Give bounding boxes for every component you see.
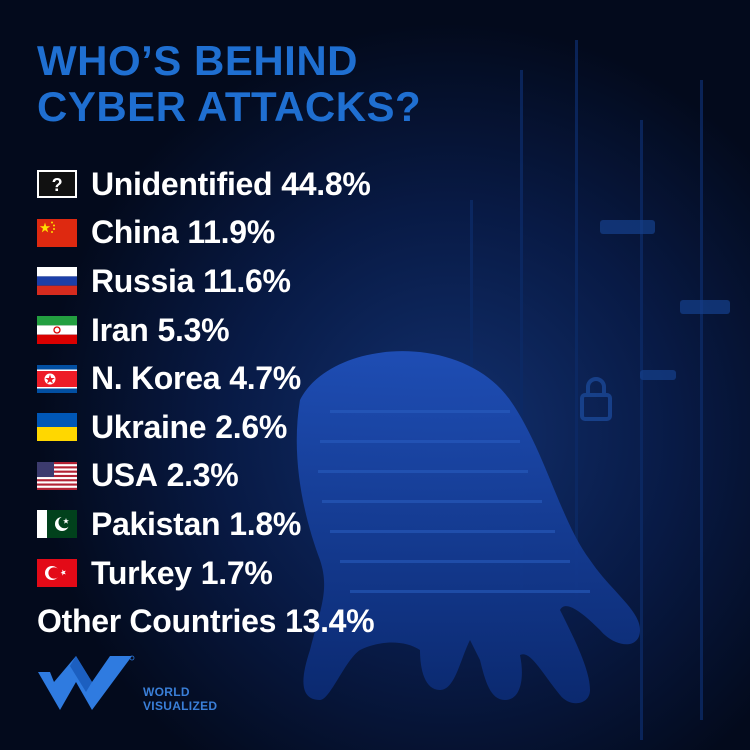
north-korea-flag-icon [37, 364, 77, 393]
row-value: 5.3% [157, 311, 230, 348]
row-china: China 11.9% [37, 209, 374, 258]
row-value: 13.4% [285, 603, 375, 640]
row-value: 11.6% [203, 262, 291, 299]
row-label: Iran [91, 311, 149, 348]
chart-title: WHO’S BEHIND CYBER ATTACKS? [37, 38, 421, 130]
row-north-korea: N. Korea 4.7% [37, 354, 374, 403]
pakistan-flag-icon [37, 510, 77, 539]
row-value: 1.8% [229, 505, 301, 542]
row-label: Turkey [91, 554, 192, 591]
attack-source-list: ? Unidentified 44.8% China 11.9% Russia 11.… [37, 160, 375, 646]
row-value: 4.7% [229, 360, 301, 397]
row-usa: USA 2.3% [37, 452, 374, 501]
russia-flag-icon [37, 267, 77, 296]
row-label: Pakistan [91, 505, 221, 542]
iran-flag-icon [37, 316, 77, 345]
row-other-countries: Other Countries 13.4% [37, 597, 375, 646]
row-russia: Russia 11.6% [37, 257, 374, 306]
row-label: China [91, 214, 179, 251]
row-value: 2.3% [166, 457, 239, 494]
row-turkey: Turkey 1.7% [37, 549, 374, 598]
turkey-flag-icon [37, 559, 77, 588]
title-line-2: CYBER ATTACKS? [37, 83, 422, 130]
title-line-1: WHO’S BEHIND [37, 37, 358, 84]
china-flag-icon [37, 218, 77, 247]
question-mark-icon: ? [37, 170, 77, 199]
brand-name: WORLD VISUALIZED [143, 685, 217, 713]
row-label: Unidentified [91, 165, 273, 202]
row-unidentified: ? Unidentified 44.8% [37, 160, 374, 209]
brand-line-1: WORLD [143, 685, 190, 699]
row-label: N. Korea [91, 360, 221, 397]
brand-line-2: VISUALIZED [143, 699, 218, 713]
ukraine-flag-icon [37, 413, 77, 442]
world-visualized-logo-icon [38, 655, 135, 710]
row-iran: Iran 5.3% [37, 306, 374, 355]
row-label: Russia [91, 262, 195, 299]
row-value: 44.8% [281, 165, 371, 202]
usa-flag-icon [37, 461, 77, 490]
svg-text:?: ? [52, 175, 63, 195]
row-value: 1.7% [200, 554, 273, 591]
row-label: Ukraine [91, 408, 207, 445]
row-value: 11.9% [187, 214, 275, 251]
row-pakistan: Pakistan 1.8% [37, 500, 374, 549]
row-label: Other Countries [37, 603, 277, 640]
row-value: 2.6% [215, 408, 288, 445]
row-label: USA [91, 457, 158, 494]
row-ukraine: Ukraine 2.6% [37, 403, 374, 452]
